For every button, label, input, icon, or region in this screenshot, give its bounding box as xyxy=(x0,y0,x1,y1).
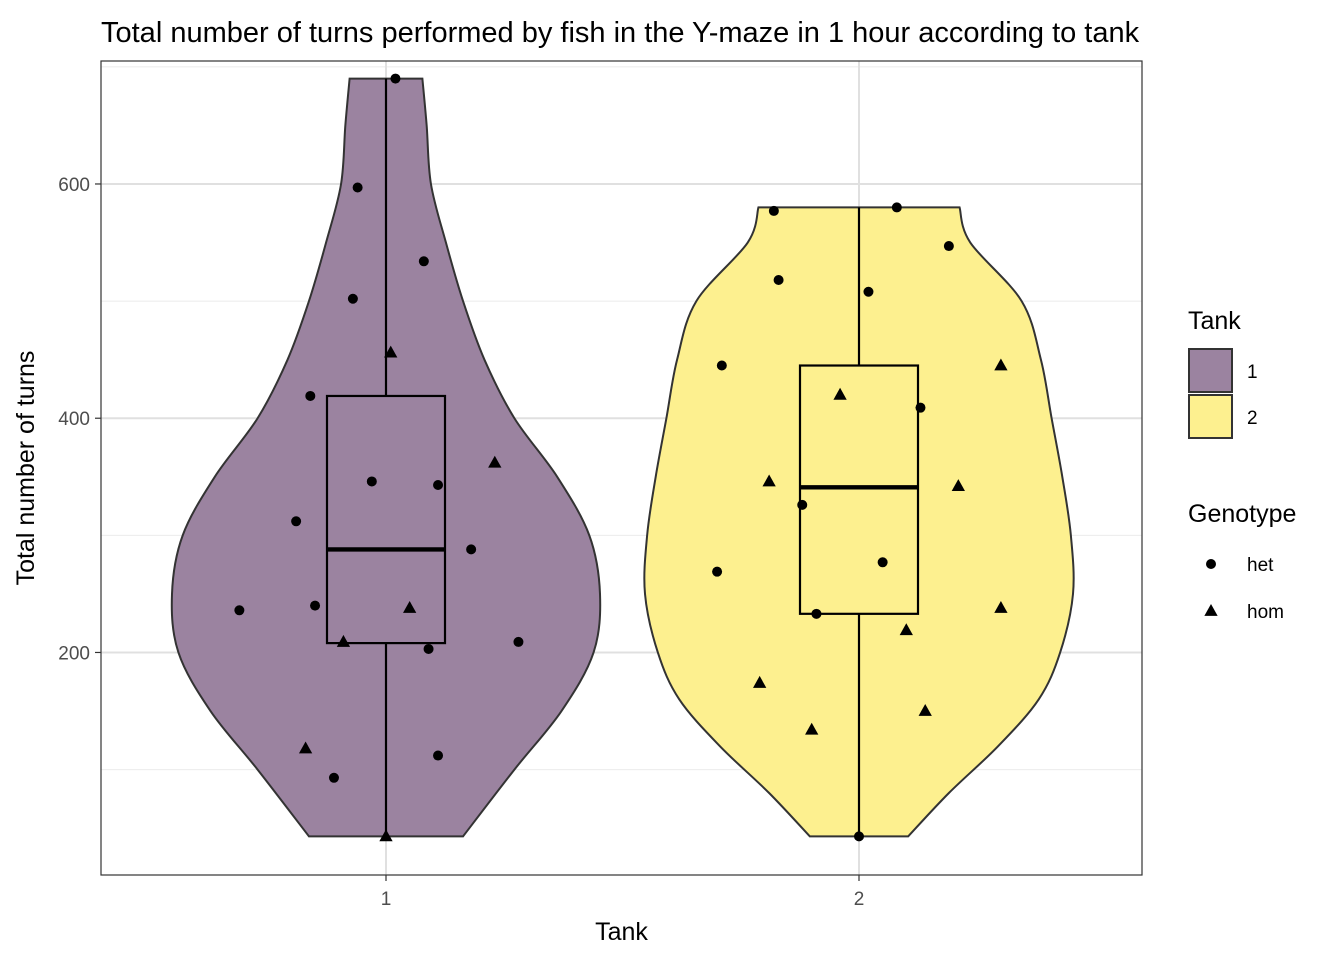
boxplot-tank-2 xyxy=(798,207,920,837)
point-het xyxy=(352,182,363,193)
y-tick-label: 600 xyxy=(58,175,90,196)
point-het xyxy=(854,831,864,842)
point-het xyxy=(943,241,954,252)
point-het xyxy=(423,643,434,654)
y-axis-title: Total number of turns xyxy=(12,351,40,586)
point-het xyxy=(915,402,926,413)
point-hom xyxy=(298,741,313,754)
violin-tank-1 xyxy=(170,77,602,838)
point-hom xyxy=(384,345,398,358)
x-tick-label: 1 xyxy=(381,889,392,910)
boxplots xyxy=(325,78,920,837)
point-het xyxy=(310,600,321,611)
point-het xyxy=(773,275,784,286)
point-hom xyxy=(753,675,767,688)
x-axis-title: Tank xyxy=(595,918,648,946)
point-het xyxy=(328,772,339,783)
point-het xyxy=(366,476,377,487)
point-hom xyxy=(833,387,847,400)
legend-key-hom xyxy=(1204,604,1218,616)
point-hom xyxy=(951,479,965,492)
legend-label-het: het xyxy=(1247,555,1274,576)
point-het xyxy=(305,390,316,401)
point-het xyxy=(716,360,727,371)
point-hom xyxy=(994,358,1008,371)
point-hom xyxy=(918,704,932,716)
point-het xyxy=(863,286,874,297)
point-hom xyxy=(899,623,913,636)
point-hom xyxy=(805,722,819,735)
legend: Tank 1 2 Genotype het hom xyxy=(1188,307,1296,623)
legend-label-hom: hom xyxy=(1247,602,1284,623)
y-tick-label: 400 xyxy=(58,409,90,430)
point-het xyxy=(433,750,444,761)
point-hom xyxy=(994,600,1008,613)
point-hom xyxy=(379,829,393,842)
point-het xyxy=(390,73,401,84)
point-het xyxy=(234,605,245,616)
legend-label-tank-1: 1 xyxy=(1247,362,1258,383)
point-het xyxy=(877,557,888,568)
legend-title-tank: Tank xyxy=(1188,307,1241,335)
boxplot-tank-1 xyxy=(325,78,447,837)
point-het xyxy=(466,544,477,555)
point-het xyxy=(768,205,779,216)
point-het xyxy=(347,293,358,304)
point-het xyxy=(418,256,429,267)
legend-key-tank-2 xyxy=(1188,394,1233,439)
legend-title-genotype: Genotype xyxy=(1188,500,1296,528)
y-axis: 200 400 600 xyxy=(58,175,101,664)
point-het xyxy=(811,608,822,619)
legend-label-tank-2: 2 xyxy=(1247,408,1258,429)
box-iqr xyxy=(325,394,447,645)
violin-tank-2 xyxy=(643,206,1075,838)
chart-title: Total number of turns performed by fish … xyxy=(101,17,1140,49)
point-het xyxy=(797,499,808,510)
plot-border xyxy=(100,60,1143,876)
x-tick-label: 2 xyxy=(854,889,865,910)
data-points xyxy=(234,73,1008,842)
point-hom xyxy=(403,600,417,613)
point-het xyxy=(291,516,302,527)
violins xyxy=(170,77,1075,838)
point-het xyxy=(513,636,524,647)
box-iqr xyxy=(798,364,920,615)
legend-key-tank-1 xyxy=(1188,348,1233,393)
point-het xyxy=(891,202,902,213)
point-hom xyxy=(762,474,776,487)
point-hom xyxy=(488,455,502,468)
y-tick-label: 200 xyxy=(58,643,90,664)
legend-key-het xyxy=(1206,559,1216,569)
point-het xyxy=(433,479,444,490)
point-hom xyxy=(336,634,351,647)
point-het xyxy=(712,566,723,577)
